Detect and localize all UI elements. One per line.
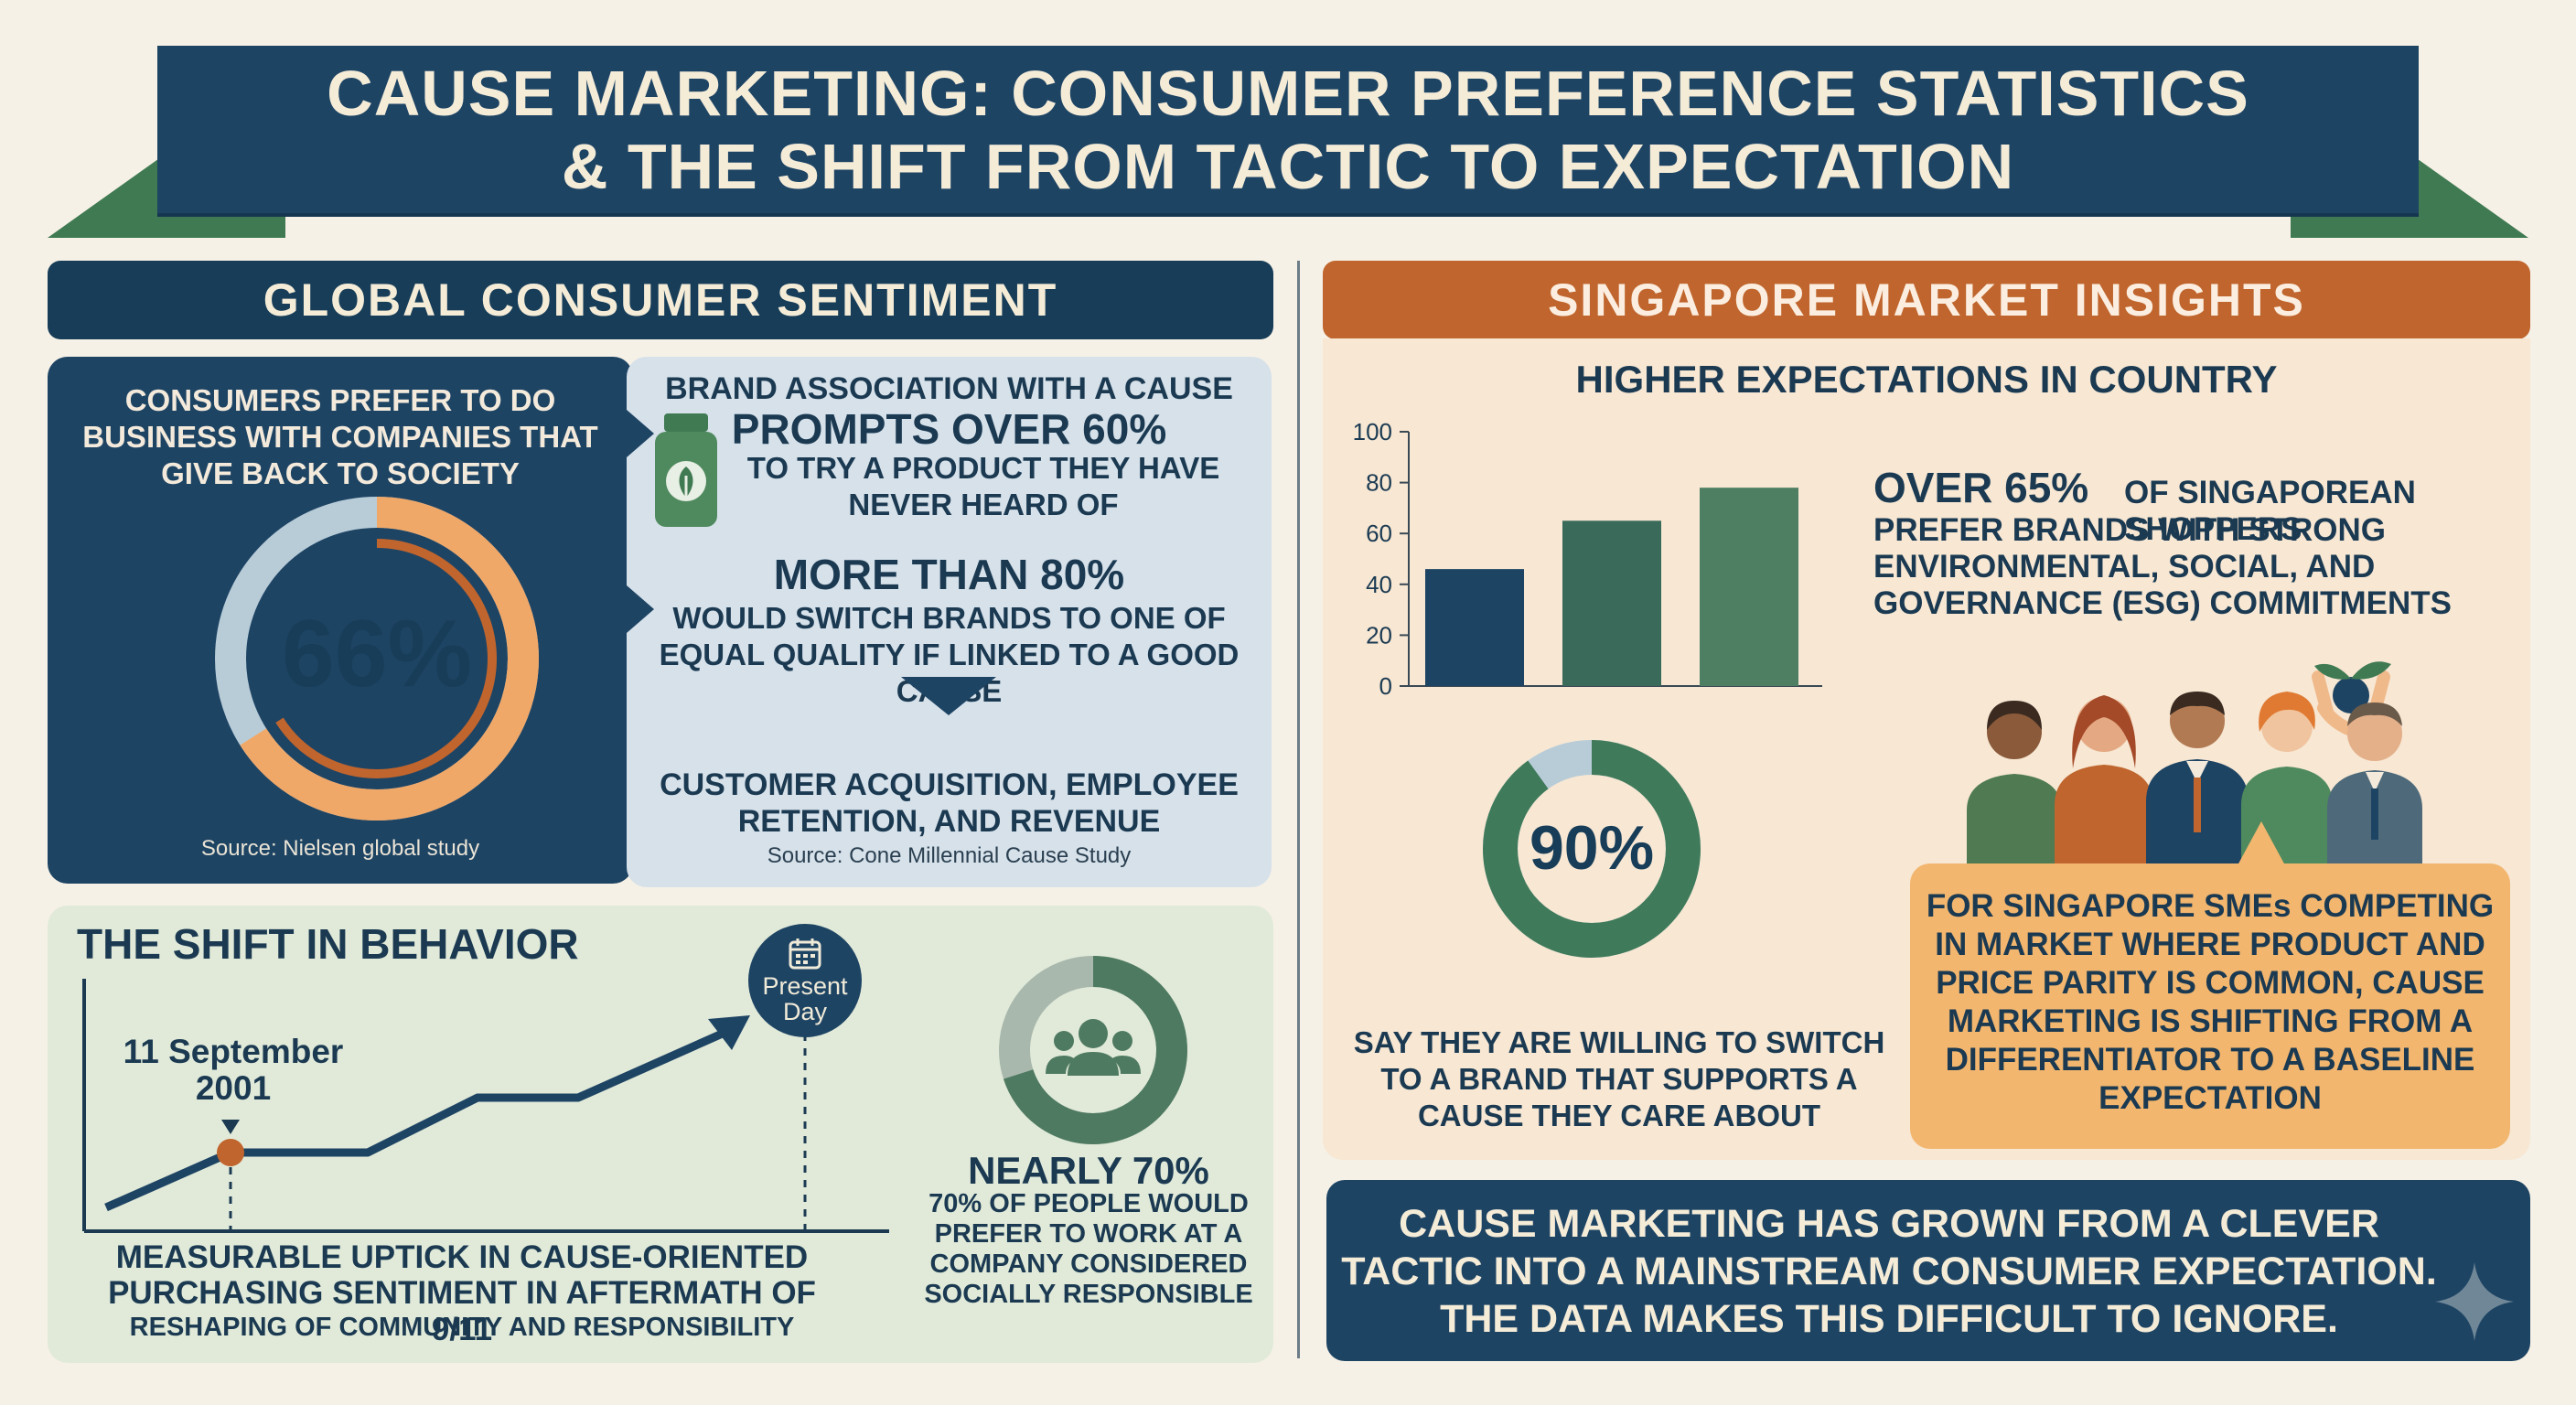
work-preference-donut bbox=[999, 956, 1187, 1144]
shift-caption-2: PURCHASING SENTIMENT IN AFTERMATH OF 9/1… bbox=[108, 1275, 816, 1347]
calendar-icon bbox=[789, 938, 821, 970]
trend-arrow-head bbox=[708, 1015, 750, 1050]
work-text: 70% OF PEOPLE WOULD PREFER TO WORK AT A … bbox=[924, 1189, 1253, 1309]
sme-callout bbox=[1910, 863, 2510, 1149]
y-tick-label: 80 bbox=[1366, 469, 1392, 497]
bar-chart-bars bbox=[1425, 488, 1798, 686]
m80-big-stat: MORE THAN 80% bbox=[773, 551, 1125, 598]
brand-big-stat: PROMPTS OVER 60% bbox=[731, 405, 1167, 453]
bar-1 bbox=[1425, 569, 1524, 686]
y-tick-label: 40 bbox=[1366, 571, 1392, 598]
bar-2 bbox=[1562, 520, 1661, 686]
person-3 bbox=[2146, 692, 2249, 869]
event-pointer bbox=[221, 1120, 240, 1134]
y-tick-label: 0 bbox=[1379, 672, 1392, 695]
down-arrow-icon bbox=[901, 677, 996, 715]
shoppers-illustration bbox=[1967, 661, 2422, 869]
page-title-line1: CAUSE MARKETING: CONSUMER PREFERENCE STA… bbox=[327, 57, 2249, 129]
group-people-icon bbox=[1046, 1019, 1141, 1076]
brand-association-card bbox=[627, 357, 1272, 887]
sparkle-icon bbox=[2435, 1262, 2514, 1341]
sme-text: FOR SINGAPORE SMEs COMPETING IN MARKET W… bbox=[1926, 888, 2495, 1116]
brand-line1: BRAND ASSOCIATION WITH A CAUSE bbox=[665, 371, 1233, 406]
present-day-badge: Present Day bbox=[748, 924, 862, 1037]
work-big-stat: NEARLY 70% bbox=[968, 1149, 1209, 1192]
shift-caption-1: MEASURABLE UPTICK IN CAUSE-ORIENTED bbox=[115, 1239, 809, 1275]
donut-66-inner-fill bbox=[257, 539, 497, 778]
esg-text: PREFER BRANDS WITH STRONG ENVIRONMENTAL,… bbox=[1873, 512, 2452, 621]
sg-bar-chart: 0 20 40 60 80 100 bbox=[1353, 421, 1822, 695]
pointer-arrow-1 bbox=[627, 410, 654, 457]
cone-source: Source: Cone Millennial Cause Study bbox=[767, 843, 1132, 868]
shift-timeline-chart bbox=[82, 979, 889, 1233]
outcome-text: CUSTOMER ACQUISITION, EMPLOYEE RETENTION… bbox=[660, 767, 1239, 839]
sme-callout-pointer bbox=[2238, 821, 2285, 865]
shift-title: THE SHIFT IN BEHAVIOR bbox=[77, 920, 579, 968]
y-tick-label: 60 bbox=[1366, 520, 1392, 547]
switch-text: SAY THEY ARE WILLING TO SWITCH TO A BRAN… bbox=[1353, 1025, 1885, 1132]
page-title-line2: & THE SHIFT FROM TACTIC TO EXPECTATION bbox=[561, 130, 2015, 202]
column-divider bbox=[1297, 261, 1300, 1358]
brand-line3: TO TRY A PRODUCT THEY HAVE NEVER HEARD O… bbox=[746, 451, 1220, 521]
donut-90-fill bbox=[1483, 740, 1701, 958]
y-tick-label: 20 bbox=[1366, 621, 1392, 649]
bar-chart-y-ticks: 0 20 40 60 80 100 bbox=[1353, 421, 1409, 695]
y-tick-label: 100 bbox=[1353, 421, 1392, 445]
esg-first-line: OF SINGAPOREAN SHOPPERS bbox=[2124, 475, 2416, 547]
person-1 bbox=[1967, 701, 2062, 869]
singapore-subtitle: HIGHER EXPECTATIONS IN COUNTRY bbox=[1575, 358, 2278, 401]
global-section-header: GLOBAL CONSUMER SENTIMENT bbox=[48, 261, 1273, 339]
conclusion-box bbox=[1326, 1180, 2530, 1361]
donut-66-fill bbox=[215, 497, 539, 820]
switch-donut: 90% bbox=[1483, 740, 1701, 958]
event-label: 11 September 2001 bbox=[123, 1033, 344, 1107]
event-dot bbox=[217, 1139, 244, 1166]
person-2 bbox=[2055, 695, 2153, 869]
stat-66-donut: 66% bbox=[215, 497, 539, 820]
switch-value: 90% bbox=[1530, 813, 1654, 883]
product-jar-icon bbox=[655, 413, 717, 527]
present-day-label: Present Day bbox=[762, 972, 848, 1025]
pointer-arrow-2 bbox=[627, 585, 654, 633]
esg-big-stat: OVER 65% bbox=[1873, 464, 2089, 511]
conclusion-text: CAUSE MARKETING HAS GROWN FROM A CLEVER … bbox=[1341, 1202, 2437, 1341]
donut-70-fill bbox=[999, 956, 1187, 1144]
stat-66-source: Source: Nielsen global study bbox=[200, 836, 480, 861]
stat-66-value: 66% bbox=[282, 601, 472, 707]
singapore-section-header: SINGAPORE MARKET INSIGHTS bbox=[1323, 261, 2530, 339]
trend-line bbox=[104, 1027, 728, 1212]
stat-66-lead: CONSUMERS PREFER TO DO BUSINESS WITH COM… bbox=[82, 383, 598, 490]
title-banner: CAUSE MARKETING: CONSUMER PREFERENCE STA… bbox=[157, 46, 2419, 213]
bar-3 bbox=[1700, 488, 1798, 686]
person-5 bbox=[2327, 702, 2422, 869]
shift-caption-3: RESHAPING OF COMMUNITY AND RESPONSIBILIT… bbox=[129, 1313, 795, 1342]
